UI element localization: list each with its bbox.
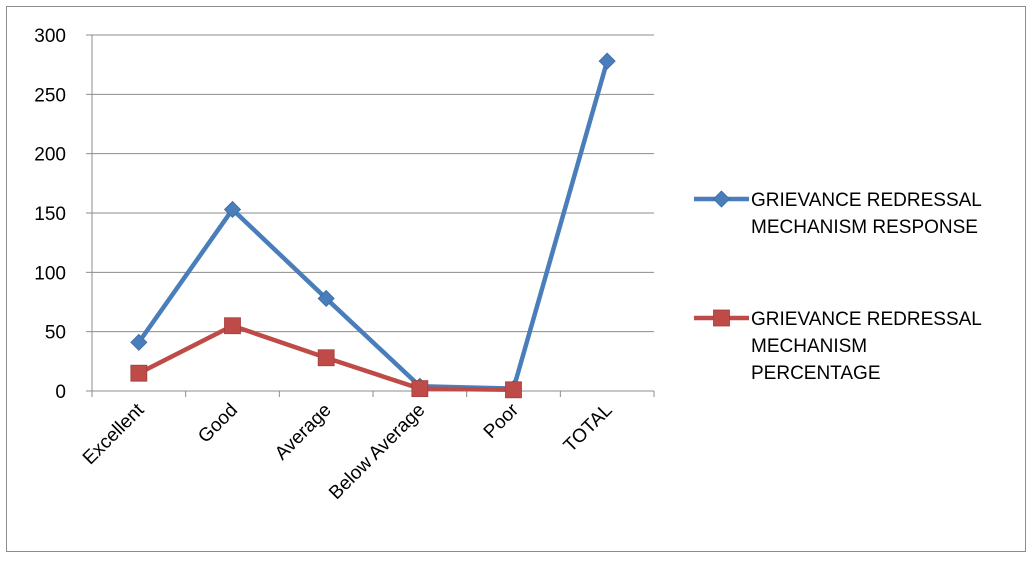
- series-lines: [130, 52, 616, 399]
- y-axis-tick-labels: 0 50 100 150 200 250 300: [34, 26, 66, 403]
- x-tick-label: Excellent: [79, 399, 149, 469]
- x-tick-label: Average: [271, 400, 336, 465]
- axes: [86, 34, 655, 397]
- x-tick-label: Good: [194, 400, 242, 448]
- series-2: [130, 317, 522, 399]
- data-point: [224, 317, 241, 335]
- legend-item: GRIEVANCE REDRESSAL MECHANISM PERCENTAGE: [694, 309, 982, 384]
- legend-label: MECHANISM: [751, 336, 867, 357]
- legend-label: MECHANISM RESPONSE: [751, 217, 978, 238]
- legend-marker: [712, 190, 731, 208]
- legend-item: GRIEVANCE REDRESSAL MECHANISM RESPONSE: [694, 190, 982, 238]
- data-point: [130, 333, 148, 351]
- series-line: [136, 60, 610, 391]
- y-tick-label: 100: [34, 263, 66, 284]
- legend-label: GRIEVANCE REDRESSAL: [751, 309, 982, 330]
- y-tick-label: 200: [34, 145, 66, 166]
- y-tick-label: 250: [34, 85, 66, 106]
- data-point: [317, 349, 335, 367]
- data-point: [317, 289, 335, 308]
- y-tick-label: 300: [34, 26, 66, 47]
- y-tick-label: 0: [55, 382, 66, 403]
- data-point: [223, 200, 242, 219]
- x-tick-label: Poor: [480, 399, 524, 443]
- x-tick-label: TOTAL: [560, 400, 617, 457]
- legend-label: GRIEVANCE REDRESSAL: [751, 190, 982, 211]
- legend-label: PERCENTAGE: [751, 363, 881, 384]
- data-point: [130, 364, 148, 382]
- y-tick-label: 150: [34, 204, 66, 225]
- x-tick-label: Below Average: [325, 400, 429, 504]
- data-point: [505, 381, 522, 399]
- data-point: [411, 380, 429, 398]
- y-tick-label: 50: [45, 323, 66, 344]
- series-1: [130, 52, 616, 398]
- data-point: [598, 52, 616, 70]
- legend-marker: [713, 309, 730, 327]
- chart-area: [6, 6, 1026, 552]
